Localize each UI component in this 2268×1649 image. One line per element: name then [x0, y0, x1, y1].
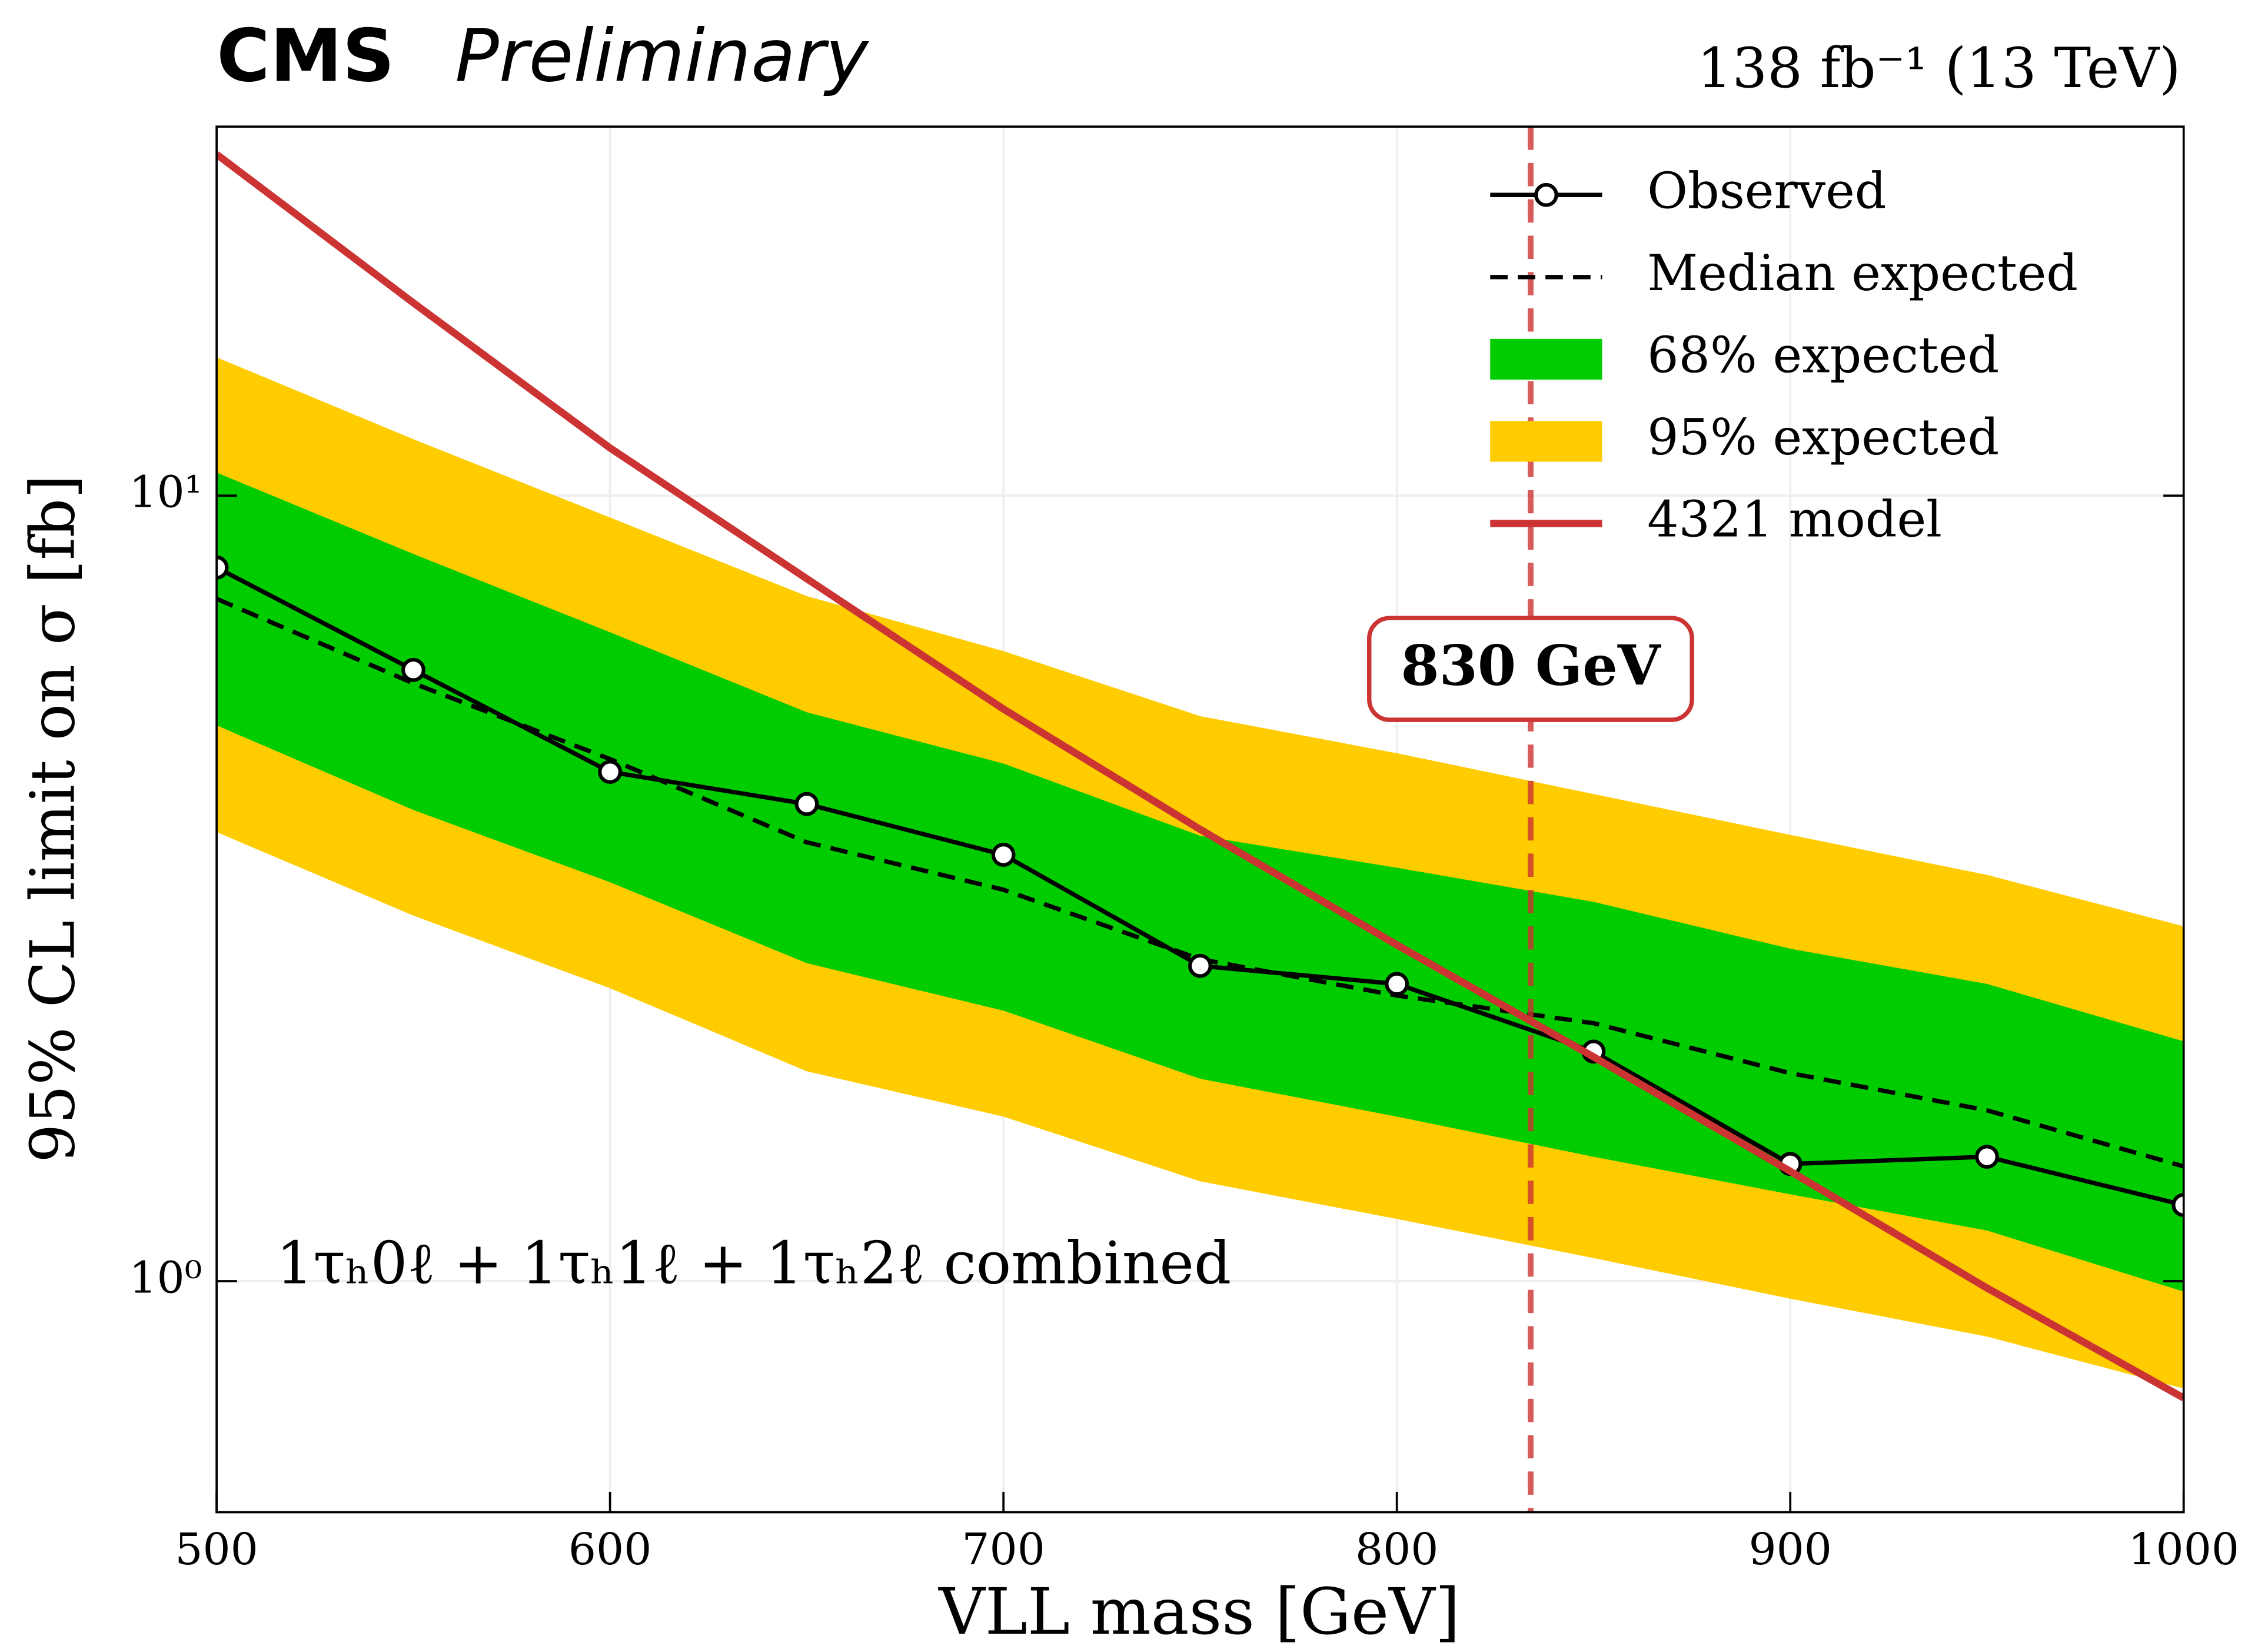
- marker: [794, 792, 819, 816]
- legend-label: 68% expected: [1647, 326, 1999, 384]
- annotation: 1τₕ0ℓ + 1τₕ1ℓ + 1τₕ2ℓ combined: [276, 1230, 1231, 1298]
- legend-swatch: [1490, 338, 1602, 380]
- x-tick-label: 500: [175, 1524, 258, 1575]
- marker: [1975, 1145, 1999, 1169]
- x-axis-label: VLL mass [GeV]: [937, 1574, 1460, 1649]
- vline-label: 830 GeV: [1401, 633, 1661, 698]
- x-tick-label: 1000: [2128, 1524, 2239, 1575]
- legend-label: Median expected: [1647, 244, 2078, 302]
- marker: [2171, 1193, 2184, 1217]
- marker: [1385, 972, 1409, 996]
- legend-label: 4321 model: [1647, 491, 1942, 548]
- plot-area: [217, 127, 2184, 1512]
- line: [217, 597, 2184, 1169]
- legend-marker: [1534, 182, 1558, 207]
- chart-subtitle: Preliminary: [455, 14, 869, 99]
- x-tick-label: 700: [962, 1524, 1045, 1575]
- chart-title: CMS: [217, 14, 395, 99]
- marker: [217, 556, 229, 580]
- y-tick-label: 10⁰: [129, 1252, 202, 1303]
- band: [217, 473, 2184, 1292]
- marker: [401, 657, 425, 682]
- marker: [1188, 953, 1212, 978]
- x-tick-label: 900: [1748, 1524, 1831, 1575]
- x-tick-label: 600: [568, 1524, 651, 1575]
- marker: [991, 843, 1016, 867]
- x-tick-label: 800: [1355, 1524, 1438, 1575]
- lumi-label: 138 fb⁻¹ (13 TeV): [1697, 36, 2181, 101]
- y-axis-label: 95% CL limit on σ [fb]: [18, 474, 89, 1162]
- line: [217, 151, 2184, 1401]
- frame: [215, 125, 2185, 1514]
- marker: [598, 760, 623, 784]
- legend-swatch: [1490, 421, 1602, 462]
- legend-label: 95% expected: [1647, 408, 1999, 466]
- legend-label: Observed: [1647, 162, 1886, 220]
- y-tick-label: 10¹: [129, 467, 202, 518]
- vline-label-box: [1367, 616, 1694, 722]
